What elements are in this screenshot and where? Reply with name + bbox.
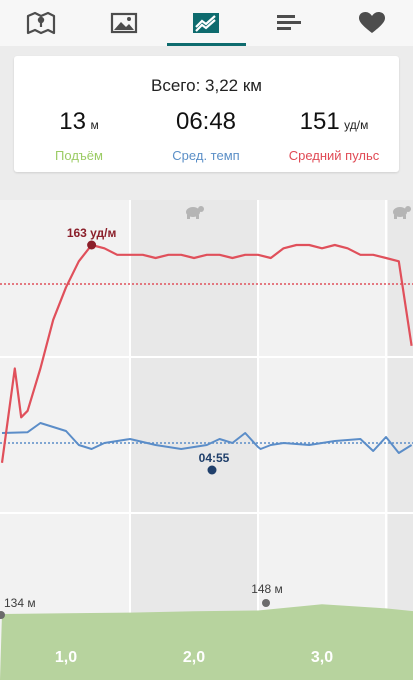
pulse-stat: 151 уд/м Средний пульс (269, 108, 399, 163)
ascent-label: Подъём (55, 148, 103, 163)
list-icon (277, 15, 302, 30)
pulse-unit: уд/м (344, 118, 369, 132)
pace-line (1, 422, 413, 454)
pace-best-label: 04:55 (199, 451, 230, 465)
tab-map[interactable] (0, 0, 83, 46)
tab-bar (0, 0, 413, 46)
pace-best-marker (207, 465, 217, 475)
chart-band-2 (130, 200, 258, 680)
ascent-stat: 13 м Подъём (14, 108, 144, 163)
summary-card: Всего: 3,22 км 13 м Подъём 06:48 Сред. т… (14, 56, 399, 172)
elevation-area (0, 604, 413, 680)
turtle-icon (393, 206, 411, 219)
chart-band-4 (388, 200, 413, 680)
tab-charts[interactable] (165, 0, 248, 46)
pulse-max-label: 163 уд/м (67, 226, 117, 240)
activity-chart[interactable]: 134 м 148 м 04:55 163 уд/м 1,0 2,0 3,0 (0, 200, 413, 680)
elevation-max-marker (262, 599, 270, 607)
pulse-value: 151 (299, 108, 340, 135)
ascent-value: 13 (59, 108, 86, 135)
elevation-max-label: 148 м (251, 582, 283, 596)
pulse-max-marker (87, 240, 97, 250)
ascent-unit: м (90, 118, 99, 132)
pace-label: Сред. темп (172, 148, 240, 163)
elevation-min-label: 134 м (4, 596, 36, 610)
pace-stat: 06:48 Сред. темп (141, 108, 271, 163)
elevation-min-marker (0, 611, 5, 619)
distance-tick-label: 3,0 (311, 649, 333, 666)
pace-value: 06:48 (175, 108, 237, 135)
image-icon (110, 12, 137, 34)
distance-ticks: 1,0 2,0 3,0 (55, 649, 333, 666)
tab-photos[interactable] (83, 0, 166, 46)
pulse-line (0, 243, 413, 463)
distance-tick-label: 1,0 (55, 649, 77, 666)
heart-icon (358, 12, 385, 33)
map-icon (27, 11, 56, 35)
pulse-label: Средний пульс (288, 148, 380, 163)
elevation-series: 134 м 148 м (0, 582, 413, 680)
pulse-series: 163 уд/м (0, 226, 413, 463)
tab-favorite[interactable] (330, 0, 413, 46)
chart-icon (193, 13, 220, 33)
distance-tick-label: 2,0 (183, 649, 205, 666)
tab-stats[interactable] (248, 0, 331, 46)
pace-series: 04:55 (0, 422, 413, 475)
total-distance: Всего: 3,22 км (151, 76, 262, 95)
turtle-icon (186, 206, 204, 219)
